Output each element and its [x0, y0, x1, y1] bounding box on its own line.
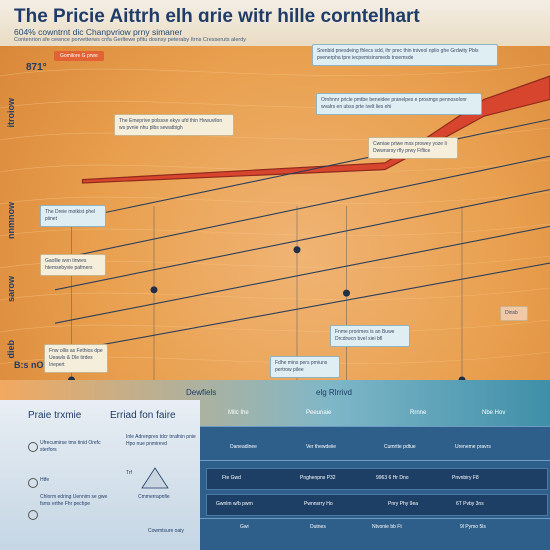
table-header: Rrnne	[410, 410, 427, 416]
chart-caption: Contenrion sfe cewnce porvetterws cnfa G…	[14, 37, 247, 43]
series-line	[54, 155, 550, 261]
gridline	[0, 319, 550, 333]
series-line	[54, 189, 550, 291]
table-header: Milc Ihe	[228, 410, 249, 416]
table-cell: Ver thewdeiie	[306, 444, 337, 450]
y-tick-label: B:s nOD	[14, 360, 50, 370]
table-cell: 9l Pymo 5ls	[460, 524, 486, 530]
table-cell: Pnry Phy 9ea	[388, 501, 419, 507]
table-header: Peeunaie	[306, 410, 332, 416]
legend	[0, 400, 200, 550]
table-cell: Cumrtte pdtue	[384, 444, 416, 450]
y-tick-label: dieb	[6, 340, 16, 359]
triangle-icon	[141, 467, 169, 489]
series-tag: Gomilore G prwe	[54, 51, 104, 61]
chart-header: The Pricie Aittrh elh ɑrie witr hille co…	[0, 0, 550, 46]
legend-item: Ufrecumirse tms tinid Orefc sterfors	[40, 440, 101, 453]
data-point	[68, 376, 75, 380]
table-row	[206, 468, 548, 490]
gridline	[0, 159, 550, 173]
table-cell: Ureneme pravrs	[455, 444, 491, 450]
gridline	[0, 191, 550, 205]
legend-item: Trf	[126, 470, 132, 476]
x-axis-label: elg Rlrrivd	[316, 388, 353, 397]
row-divider	[200, 426, 550, 427]
data-point	[293, 246, 301, 254]
table-cell: Pnghenpns P32	[300, 475, 336, 481]
tag-icon	[28, 510, 38, 520]
data-point	[343, 289, 350, 297]
annotation-box: Fdhe mins pers prniuns pertrow pilee	[270, 356, 340, 378]
annotation-box: The Dreie motkist phel piinet	[40, 205, 106, 227]
annotation-box: Gaollie wvn tinwes htemsebyvie pafmers	[40, 254, 106, 276]
legend-item: Cmmerrapnfie	[138, 494, 170, 500]
legend-item: Inle Adrenpres tdcr trrafnin pnie Hpo nu…	[126, 434, 196, 447]
table-cell: Fte Gwd	[222, 475, 241, 481]
annotation-box: Srenbid pnesdeing fhlecs sdd, ihr prec t…	[312, 44, 498, 66]
gridline	[0, 63, 550, 77]
table-cell: Gwnlm w/b pwrn	[216, 501, 253, 507]
table-header: Nbe Hov	[482, 410, 506, 416]
series-line	[54, 262, 550, 354]
y-tick-label: 871°	[26, 62, 47, 73]
gridline	[0, 223, 550, 237]
y-tick-label: sarow	[6, 276, 16, 303]
table-cell: Daneadinee	[230, 444, 257, 450]
chart-title: The Pricie Aittrh elh ɑrie witr hille co…	[14, 6, 420, 27]
y-tick-label: itroiow	[6, 98, 16, 128]
gridline	[0, 127, 550, 141]
chart-subtitle: 604% cowntrnt dic Chanpvriow prny simane…	[14, 27, 183, 37]
series-line	[54, 225, 550, 324]
table-cell: Ntvonie bb Ft	[372, 524, 402, 530]
data-point	[458, 376, 466, 380]
annotation-box: Ornhnnr pricle pmtbe beneidee pranelpes …	[316, 93, 482, 115]
table-cell: Pnvnbiry F8	[452, 475, 479, 481]
data-point	[150, 286, 158, 294]
legend-heading: Erriad fon faire	[110, 410, 176, 421]
series-line	[54, 118, 550, 224]
annotation-box: Cwniae priwe mss prowey yoze Ii Dwwnsrsy…	[368, 137, 458, 159]
table-cell: Pwnnsrry Ho	[304, 501, 333, 507]
x-axis-label: Dewfiels	[186, 388, 217, 397]
globe-icon	[28, 478, 38, 488]
table-row	[206, 494, 548, 516]
legend-item: Htfe	[40, 477, 50, 483]
clock-icon	[28, 442, 38, 452]
table-cell: 9963 6 Hr Dno	[376, 475, 409, 481]
legend-heading: Praie trxmie	[28, 410, 82, 421]
table-cell: 6T Pvby 3ns	[456, 501, 484, 507]
annotation-box: The Emeprive polssse ekyv ufd thin Hvwuv…	[114, 114, 234, 136]
gridline	[0, 287, 550, 301]
legend-item: Chlorm edring Uennim se gwe fsms erthe F…	[40, 494, 108, 507]
table-cell: Gwi	[240, 524, 249, 530]
table-cell: Dutnes	[310, 524, 326, 530]
row-divider	[200, 460, 550, 461]
annotation-box: Fnme prorimes is an Buwe Drcdrwcn bvel s…	[330, 325, 410, 347]
row-divider	[200, 518, 550, 519]
y-tick-label: nnmnow	[6, 202, 16, 239]
annotation-box: Fnw ollis as Fethios dpe Ueawls & Dle ti…	[44, 344, 108, 373]
annotation-box: Dinsb	[500, 306, 528, 321]
legend-item: Cowmtsure oaiy	[148, 528, 184, 534]
